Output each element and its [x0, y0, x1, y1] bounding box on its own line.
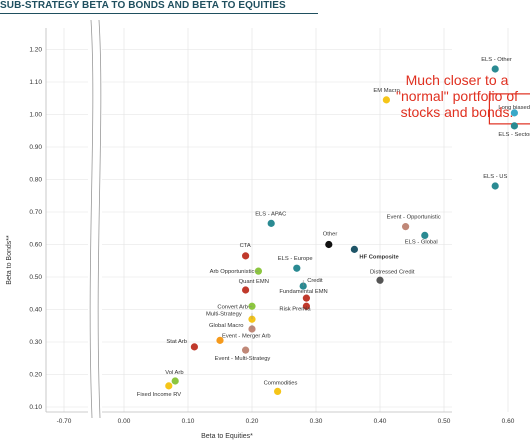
- point-label-em-macro: EM Macro: [373, 88, 399, 94]
- point-label-els-sector: ELS - Sector: [498, 132, 530, 138]
- point-event-merger-arb: [216, 336, 224, 344]
- point-label-distressed-credit: Distressed Credit: [370, 269, 415, 275]
- point-label-els-europe: ELS - Europe: [278, 256, 313, 262]
- chart-title: SUB-STRATEGY BETA TO BONDS AND BETA TO E…: [0, 0, 286, 11]
- point-label-quant-emn: Quant EMN: [239, 279, 269, 285]
- annotation-callout: Much closer to a "normal" portfolio of s…: [388, 72, 526, 120]
- y-tick-label: 0.60: [29, 242, 42, 249]
- y-tick-label: 0.20: [29, 372, 42, 379]
- point-els-europe: [293, 264, 301, 272]
- point-label-event-opportunistic: Event - Opportunistic: [387, 215, 441, 221]
- point-distressed-credit: [376, 276, 384, 284]
- y-tick-label: 1.00: [29, 112, 42, 119]
- point-els-us: [491, 182, 499, 190]
- x-tick-label: 0.10: [182, 418, 195, 425]
- point-fundamental-emn: [302, 294, 310, 302]
- x-tick-label: 0.60: [502, 418, 515, 425]
- x-axis-title: Beta to Equities*: [201, 433, 253, 440]
- x-tick-label: -0.70: [57, 418, 72, 425]
- y-tick-label: 0.90: [29, 144, 42, 151]
- point-els-apac: [267, 219, 275, 227]
- point-label-stat-arb: Stat Arb: [166, 339, 187, 345]
- point-layer: [165, 65, 518, 395]
- callout-line-1: Much closer to a: [405, 72, 509, 88]
- point-els-other: [491, 65, 499, 73]
- point-commodities: [274, 387, 282, 395]
- point-label-global-macro: Global Macro: [209, 323, 243, 329]
- y-tick-label: 0.70: [29, 209, 42, 216]
- point-label-credit: Credit: [307, 278, 323, 284]
- x-tick-label: 0.00: [118, 418, 131, 425]
- point-label-fundamental-emn: Fundamental EMN: [279, 289, 327, 295]
- point-label-convert-arb: Convert Arb: [217, 304, 248, 310]
- point-label-cta: CTA: [240, 243, 251, 249]
- point-label-els-us: ELS - US: [483, 174, 507, 180]
- grid-layer: [46, 28, 509, 412]
- point-risk-premia: [302, 302, 310, 310]
- axis-break-right-edge: [97, 19, 102, 419]
- callout-line-3: stocks and bonds.: [400, 104, 514, 120]
- point-fixed-income-rv: [165, 382, 173, 390]
- x-tick-label: 0.30: [310, 418, 323, 425]
- axis-layer: 0.10 0.20 0.30 0.40 0.50 0.60 0.70 0.80 0.90 1.00…: [6, 19, 515, 440]
- point-label-arb-opportunistic: Arb Opportunistic: [210, 269, 255, 275]
- title-divider: [0, 13, 318, 14]
- point-other: [325, 240, 333, 249]
- point-label-fixed-income-rv: Fixed Income RV: [137, 392, 181, 398]
- point-hf-composite: [350, 245, 358, 253]
- y-tick-label: 0.10: [29, 404, 42, 411]
- point-label-event-merger-arb: Event - Merger Arb: [222, 333, 271, 339]
- x-tick-label: 0.40: [374, 418, 387, 425]
- axis-break-left-edge: [89, 19, 94, 419]
- point-event-opportunistic: [402, 223, 410, 231]
- x-tick-label: 0.50: [438, 418, 451, 425]
- point-em-macro: [382, 96, 390, 104]
- point-label-els-apac: ELS - APAC: [255, 211, 286, 217]
- point-label-other: Other: [323, 232, 338, 238]
- y-tick-label: 0.50: [29, 274, 42, 281]
- x-tick-label: 0.20: [246, 418, 259, 425]
- y-tick-label: 1.20: [29, 47, 42, 54]
- point-event-multi-strategy: [242, 346, 250, 354]
- point-label-els-global: ELS - Global: [405, 239, 438, 245]
- point-stat-arb: [190, 343, 198, 351]
- point-label-multi-strategy: Multi-Strategy: [206, 311, 242, 317]
- y-tick-label: 0.80: [29, 177, 42, 184]
- point-label-hf-composite: HF Composite: [359, 254, 399, 260]
- point-label-event-multi-strategy: Event - Multi-Strategy: [215, 356, 271, 362]
- point-els-sector: [510, 122, 518, 130]
- point-vol-arb: [171, 377, 179, 385]
- point-label-risk-premia: Risk Premia: [279, 306, 311, 312]
- y-tick-label: 1.10: [29, 79, 42, 86]
- callout-line-2: "normal" portfolio of: [396, 88, 518, 104]
- y-axis-title: Beta to Bonds**: [6, 235, 13, 285]
- axis-break-band: [91, 20, 99, 418]
- point-label-vol-arb: Vol Arb: [165, 370, 183, 376]
- point-label-els-other: ELS - Other: [481, 57, 512, 63]
- point-quant-emn: [242, 286, 250, 294]
- y-tick-label: 0.30: [29, 339, 42, 346]
- point-label-layer: ELS - Other EM Macro Long biased ELS - Sect…: [137, 57, 530, 398]
- y-tick-label: 0.40: [29, 307, 42, 314]
- point-cta: [242, 252, 250, 260]
- point-long-biased: [510, 109, 518, 117]
- point-label-commodities: Commodities: [264, 380, 298, 386]
- point-els-global: [421, 231, 429, 239]
- point-label-long-biased: Long biased: [498, 105, 530, 111]
